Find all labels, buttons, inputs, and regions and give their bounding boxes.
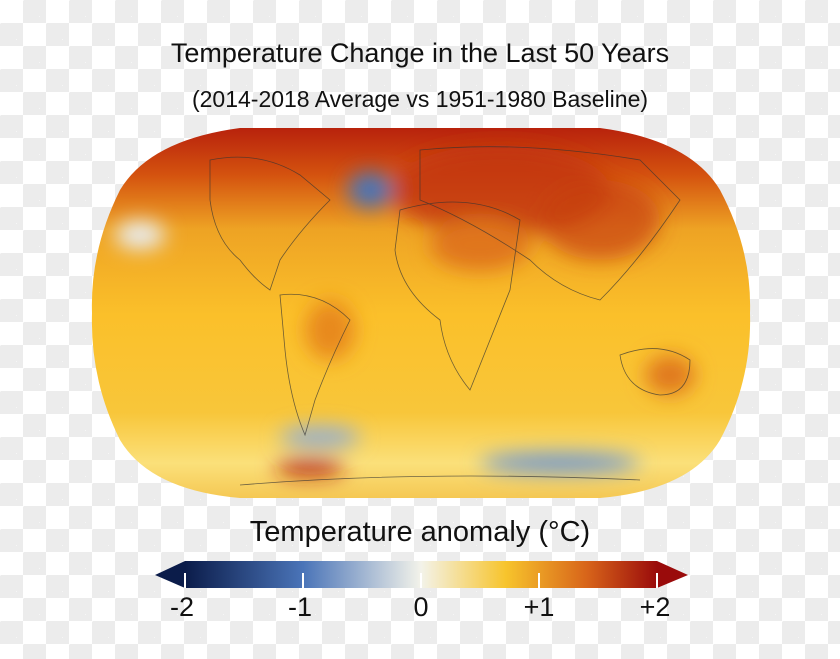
- continent-outlines: [209, 146, 691, 486]
- map-globe: [91, 128, 751, 498]
- antarctic-cold-region: [480, 453, 640, 473]
- map-title: Temperature Change in the Last 50 Years: [170, 38, 670, 68]
- colorbar-tick-label: -2: [169, 592, 194, 622]
- colorbar-title: Temperature anomaly (°C): [249, 516, 591, 548]
- north-atlantic-cold-spot: [348, 172, 392, 208]
- map-subtitle: (2014-2018 Average vs 1951-1980 Baseline…: [191, 86, 649, 112]
- colorbar-tick-label: -1: [287, 592, 312, 622]
- colorbar-min-arrow: [155, 561, 185, 588]
- colorbar-tick-label: +2: [639, 592, 671, 622]
- colorbar-max-arrow: [657, 561, 688, 588]
- colorbar: [155, 561, 688, 588]
- colorbar-tick-label: 0: [413, 592, 429, 622]
- colorbar-tick-label: +1: [523, 592, 555, 622]
